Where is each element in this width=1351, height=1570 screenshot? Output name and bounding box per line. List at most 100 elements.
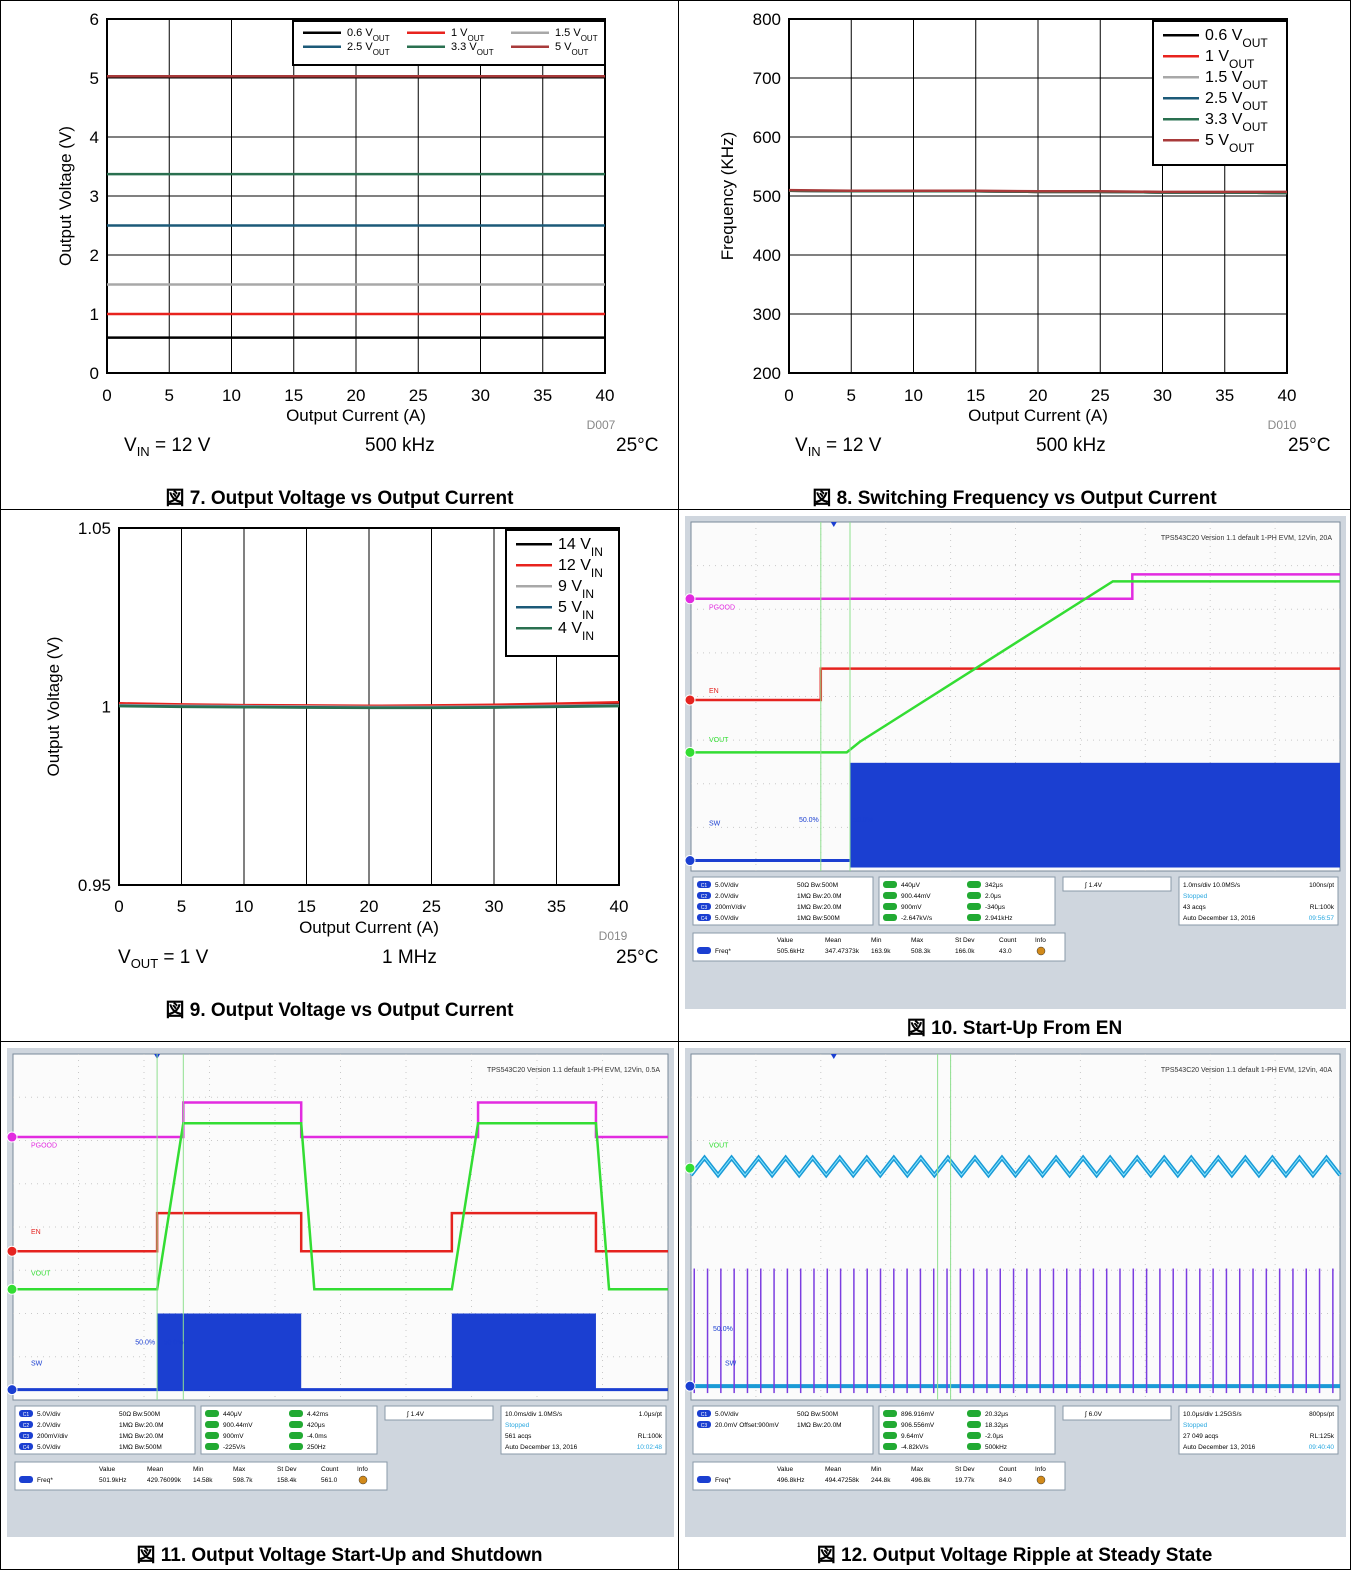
measurement-header: St Dev <box>955 1466 975 1473</box>
channel-scale: 20.0mV Offset:900mV <box>715 1422 779 1429</box>
x-tick-label: 35 <box>533 386 552 405</box>
cursor-value: 440μV <box>223 1411 243 1418</box>
channel-scale: 5.0V/div <box>715 882 739 889</box>
acq-status: Stopped <box>1183 1422 1208 1429</box>
trigger-level: ∫ 1.4V <box>406 1411 425 1418</box>
y-tick-label: 6 <box>90 10 99 29</box>
measurement-value: 19.77k <box>955 1477 975 1484</box>
measurement-header: Value <box>99 1466 116 1473</box>
fig11-caption: 図 11. Output Voltage Start-Up and Shutdo… <box>136 1545 543 1566</box>
measurement-header: Max <box>233 1466 246 1473</box>
acq-time: 10:02:48 <box>637 1444 663 1451</box>
channel-coupling: 1MΩ Bw:20.0M <box>797 1422 842 1429</box>
cursor-readout: 50.0% <box>713 1326 733 1333</box>
cursor-value: 896.916mV <box>901 1411 935 1418</box>
y-tick-label: 1.05 <box>78 519 111 538</box>
x-tick-label: 30 <box>471 386 490 405</box>
channel-badge <box>697 1410 711 1417</box>
y-tick-label: 0.95 <box>78 876 111 895</box>
sw-burst <box>850 762 1340 868</box>
channel-badge-text: C4 <box>23 1445 30 1451</box>
x-tick-label: 0 <box>102 386 111 405</box>
acq-status: Stopped <box>1183 893 1208 900</box>
measurement-header: Info <box>1035 1466 1046 1473</box>
channel-badge <box>697 892 711 899</box>
cursor-delta: 2.0μs <box>985 893 1002 900</box>
cursor-badge <box>883 903 897 910</box>
ch-marker <box>7 1384 18 1396</box>
x-tick-label: 15 <box>966 386 985 405</box>
measurement-header: Count <box>999 1466 1017 1473</box>
legend-label: 0.6 VOUT <box>347 27 390 43</box>
figure-10-cell: TPS543C20 Version 1.1 default 1-PH EVM, … <box>678 509 1351 1042</box>
channel-scale: 200mV/div <box>715 904 746 911</box>
measurement-value: 163.9k <box>871 948 891 955</box>
cursor-delta: 20.32μs <box>985 1411 1009 1418</box>
trigger-panel <box>1062 1405 1172 1421</box>
legend-label: 14 VIN <box>558 536 603 559</box>
channel-badge <box>697 1421 711 1428</box>
channel-badge-text: C4 <box>701 916 708 922</box>
channel-label: VOUT <box>709 1142 729 1149</box>
record-length: RL:100k <box>1310 904 1335 911</box>
channel-badge <box>697 914 711 921</box>
measurement-header: Info <box>1035 937 1046 944</box>
legend-label: 5 VOUT <box>555 41 589 57</box>
cursor-badge <box>289 1410 303 1417</box>
cursor-badge <box>289 1421 303 1428</box>
trigger-mode: Auto December 13, 2016 <box>1183 1444 1256 1451</box>
channel-badge-text: C2 <box>701 894 708 900</box>
measurement-header: Min <box>871 937 882 944</box>
measurement-header: Mean <box>825 1466 842 1473</box>
cursor-delta: 342μs <box>985 882 1004 889</box>
fig7-vin-condition: VIN = 12 V <box>124 435 211 459</box>
measurement-badge <box>19 1476 33 1483</box>
figure-10-scope: TPS543C20 Version 1.1 default 1-PH EVM, … <box>685 516 1346 1009</box>
channel-badge <box>19 1443 33 1450</box>
legend-label: 3.3 VOUT <box>451 41 494 57</box>
cursor-badge <box>883 1410 897 1417</box>
figure-code: D019 <box>599 929 628 940</box>
measurement-name: Freq* <box>715 948 731 955</box>
legend-label: 2.5 VOUT <box>1205 90 1268 113</box>
measurement-value: 347.47373k <box>825 948 860 955</box>
cursor-delta: 18.32μs <box>985 1422 1009 1429</box>
x-axis-title: Output Current (A) <box>299 918 439 937</box>
x-tick-label: 5 <box>177 897 186 916</box>
cursor-delta: 500kHz <box>985 1444 1007 1451</box>
measurement-header: Min <box>871 1466 882 1473</box>
measurement-panel <box>14 1461 388 1491</box>
channel-badge-text: C2 <box>23 1423 30 1429</box>
y-tick-label: 1 <box>102 698 111 717</box>
x-tick-label: 35 <box>547 897 566 916</box>
y-tick-label: 400 <box>753 246 781 265</box>
channel-settings-panel <box>14 1405 196 1455</box>
sample-interval: 800ps/pt <box>1309 1411 1334 1418</box>
trigger-position-icon <box>830 1054 837 1059</box>
timebase: 10.0ms/div 1.0MS/s <box>505 1411 563 1418</box>
acq-time: 09:40:40 <box>1309 1444 1335 1451</box>
figure-code: D007 <box>587 418 616 431</box>
y-axis-title: Frequency (KHz) <box>718 132 737 260</box>
cursor-value: -4.82kV/s <box>901 1444 929 1451</box>
acq-status: Stopped <box>505 1422 530 1429</box>
cursor-badge <box>967 1410 981 1417</box>
measurement-header: Mean <box>825 937 842 944</box>
measurement-header: Value <box>777 1466 794 1473</box>
channel-scale: 5.0V/div <box>715 915 739 922</box>
y-tick-label: 700 <box>753 69 781 88</box>
ch-marker <box>685 1380 696 1392</box>
x-tick-label: 10 <box>904 386 923 405</box>
x-tick-label: 25 <box>1091 386 1110 405</box>
fig9-vout-condition: VOUT = 1 V <box>118 947 209 971</box>
legend-label: 5 VIN <box>558 599 594 622</box>
cursor-badge <box>205 1432 219 1439</box>
sw-burst <box>451 1313 596 1390</box>
cursor-delta: 420μs <box>307 1422 326 1429</box>
measurement-panel <box>692 932 1066 962</box>
channel-scale: 2.0V/div <box>37 1422 61 1429</box>
plot-frame <box>106 18 606 374</box>
sw-burst <box>157 1313 302 1390</box>
cursor-value: 900mV <box>901 904 922 911</box>
